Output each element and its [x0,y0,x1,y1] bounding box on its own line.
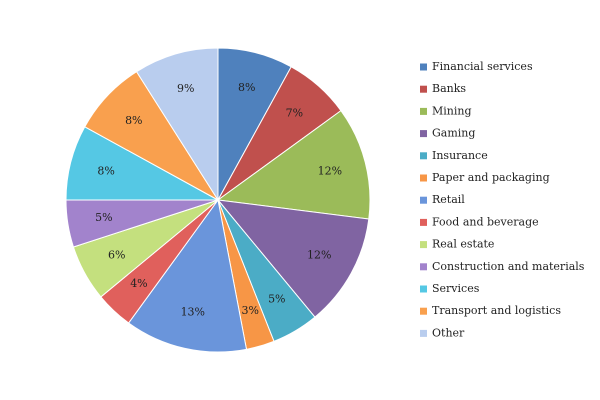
legend-label: Mining [432,104,472,117]
data-label: 12% [307,249,331,262]
legend-label: Gaming [432,127,475,140]
data-label: 8% [238,81,255,94]
data-label: 8% [125,114,142,127]
pie-slice [216,109,371,220]
legend-swatch [420,152,427,160]
legend-swatch [420,196,427,204]
legend-swatch [420,263,427,271]
legend-swatch [420,174,427,182]
legend-swatch [420,241,427,249]
legend-swatch [420,285,427,293]
data-label: 8% [97,164,114,177]
legend-label: Real estate [432,238,494,251]
legend-label: Paper and packaging [432,171,550,184]
legend-label: Transport and logistics [432,304,561,317]
data-label: 9% [177,82,194,95]
legend-label: Banks [432,82,466,95]
legend-swatch [420,329,427,337]
data-label: 5% [95,211,112,224]
pie-slice [127,198,248,353]
legend-label: Retail [432,193,465,206]
legend-swatch [420,130,427,138]
legend-label: Food and beverage [432,215,539,228]
legend-swatch [420,107,427,115]
data-label: 5% [268,292,285,305]
legend-swatch [420,63,427,71]
legend-swatch [420,85,427,93]
legend-label: Financial services [432,60,533,73]
data-label: 12% [318,164,342,177]
data-label: 4% [130,277,147,290]
pie-slice [216,199,370,318]
data-label: 6% [108,249,125,262]
legend-label: Other [432,326,465,339]
legend-label: Insurance [432,149,488,162]
legend-swatch [420,307,427,315]
legend-swatch [420,218,427,226]
legend-label: Construction and materials [432,260,585,273]
data-label: 7% [286,106,303,119]
data-label: 3% [242,304,259,317]
data-label: 13% [181,306,205,319]
legend-label: Services [432,282,480,295]
pie-slice [135,47,219,202]
